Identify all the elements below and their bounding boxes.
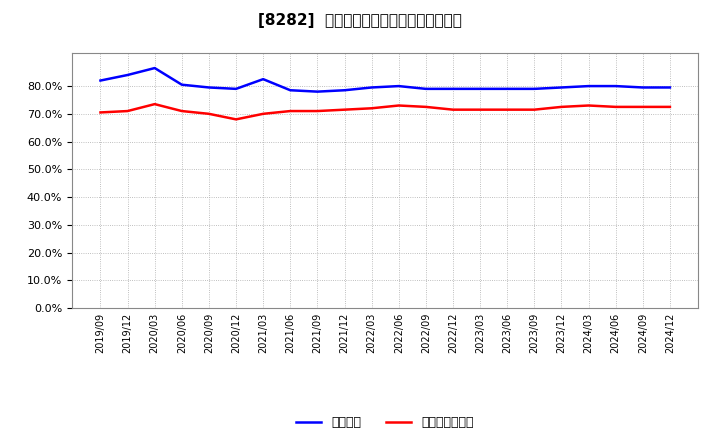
固定比率 [259, 77, 268, 82]
固定長期適合率 [150, 102, 159, 107]
固定比率 [313, 89, 322, 94]
固定比率 [341, 88, 349, 93]
固定長期適合率 [313, 108, 322, 114]
固定長期適合率 [449, 107, 457, 112]
固定長期適合率 [530, 107, 539, 112]
固定長期適合率 [421, 104, 430, 110]
固定長期適合率 [557, 104, 566, 110]
Legend: 固定比率, 固定長期適合率: 固定比率, 固定長期適合率 [292, 411, 479, 434]
固定比率 [96, 78, 105, 83]
固定長期適合率 [395, 103, 403, 108]
固定比率 [530, 86, 539, 92]
固定長期適合率 [665, 104, 674, 110]
固定長期適合率 [639, 104, 647, 110]
固定比率 [476, 86, 485, 92]
固定長期適合率 [341, 107, 349, 112]
固定比率 [611, 84, 620, 89]
固定比率 [150, 66, 159, 71]
固定長期適合率 [123, 108, 132, 114]
固定比率 [665, 85, 674, 90]
固定比率 [557, 85, 566, 90]
固定比率 [421, 86, 430, 92]
固定長期適合率 [584, 103, 593, 108]
固定長期適合率 [259, 111, 268, 117]
固定比率 [639, 85, 647, 90]
固定比率 [367, 85, 376, 90]
固定比率 [449, 86, 457, 92]
固定比率 [232, 86, 240, 92]
Text: [8282]  固定比率、固定長期適合率の推移: [8282] 固定比率、固定長期適合率の推移 [258, 13, 462, 28]
固定比率 [395, 84, 403, 89]
固定比率 [584, 84, 593, 89]
Line: 固定比率: 固定比率 [101, 68, 670, 92]
固定長期適合率 [204, 111, 213, 117]
固定比率 [178, 82, 186, 87]
固定長期適合率 [232, 117, 240, 122]
固定長期適合率 [178, 108, 186, 114]
Line: 固定長期適合率: 固定長期適合率 [101, 104, 670, 119]
固定長期適合率 [286, 108, 294, 114]
固定長期適合率 [611, 104, 620, 110]
固定比率 [204, 85, 213, 90]
固定比率 [286, 88, 294, 93]
固定比率 [503, 86, 511, 92]
固定長期適合率 [476, 107, 485, 112]
固定長期適合率 [503, 107, 511, 112]
固定比率 [123, 72, 132, 77]
固定長期適合率 [367, 106, 376, 111]
固定長期適合率 [96, 110, 105, 115]
